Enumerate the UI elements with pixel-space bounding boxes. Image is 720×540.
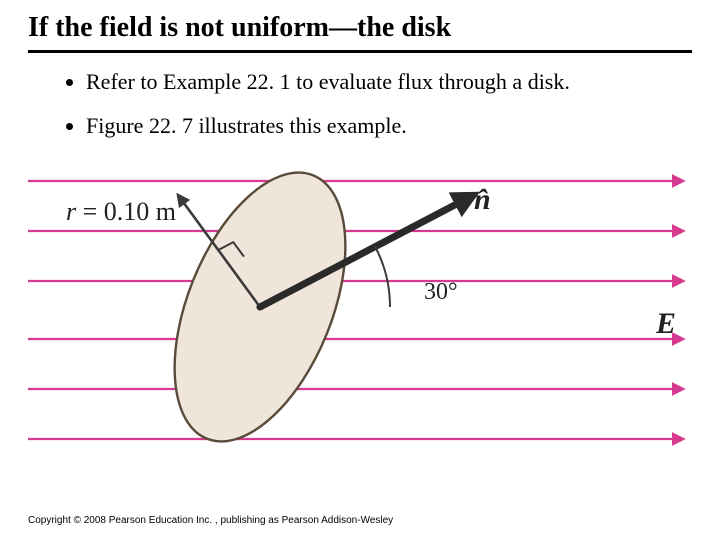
figure-label-E_vec: E⃗ [656,307,699,341]
copyright-line: Copyright © 2008 Pearson Education Inc. … [28,515,393,526]
slide-title: If the field is not uniform—the disk [28,12,692,53]
figure-22-7: r = 0.10 mn̂30°E⃗ [28,161,692,461]
list-item: Figure 22. 7 illustrates this example. [86,113,692,139]
list-item: Refer to Example 22. 1 to evaluate flux … [86,69,692,95]
bullet-list: Refer to Example 22. 1 to evaluate flux … [28,69,692,139]
figure-label-radius: r = 0.10 m [66,197,176,227]
figure-label-angle: 30° [424,279,458,306]
figure-label-n_hat: n̂ [474,183,491,217]
